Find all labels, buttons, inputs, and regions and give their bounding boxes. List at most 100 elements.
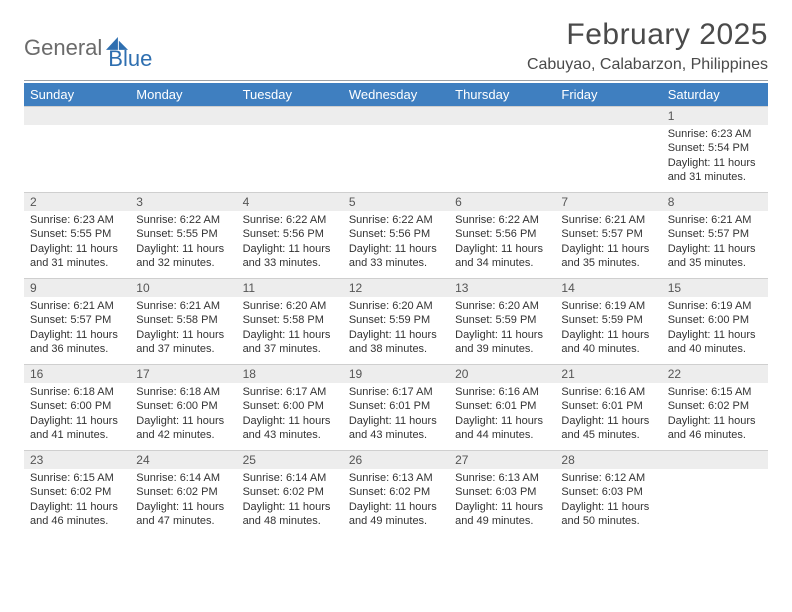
- calendar-day-cell: [449, 106, 555, 192]
- day-details: Sunrise: 6:21 AMSunset: 5:57 PMDaylight:…: [555, 211, 661, 274]
- day-number: 26: [343, 450, 449, 469]
- day-number: 16: [24, 364, 130, 383]
- day-detail-line: Daylight: 11 hours and 37 minutes.: [136, 328, 230, 357]
- day-details: Sunrise: 6:14 AMSunset: 6:02 PMDaylight:…: [130, 469, 236, 532]
- calendar-day-cell: 22Sunrise: 6:15 AMSunset: 6:02 PMDayligh…: [662, 364, 768, 450]
- day-number: 8: [662, 192, 768, 211]
- day-detail-line: Daylight: 11 hours and 33 minutes.: [349, 242, 443, 271]
- logo: General Blue: [24, 18, 152, 72]
- day-detail-line: Sunset: 5:56 PM: [349, 227, 443, 241]
- calendar-day-cell: 9Sunrise: 6:21 AMSunset: 5:57 PMDaylight…: [24, 278, 130, 364]
- day-number: 2: [24, 192, 130, 211]
- title-block: February 2025 Cabuyao, Calabarzon, Phili…: [527, 18, 768, 74]
- day-number: [662, 450, 768, 469]
- day-details: Sunrise: 6:21 AMSunset: 5:58 PMDaylight:…: [130, 297, 236, 360]
- day-number: [343, 106, 449, 125]
- day-number: 13: [449, 278, 555, 297]
- day-detail-line: Sunset: 5:56 PM: [455, 227, 549, 241]
- day-detail-line: Daylight: 11 hours and 33 minutes.: [243, 242, 337, 271]
- weekday-header: Wednesday: [343, 83, 449, 106]
- day-details: Sunrise: 6:17 AMSunset: 6:01 PMDaylight:…: [343, 383, 449, 446]
- day-details: Sunrise: 6:15 AMSunset: 6:02 PMDaylight:…: [24, 469, 130, 532]
- day-detail-line: Sunrise: 6:19 AM: [561, 299, 655, 313]
- day-details: Sunrise: 6:22 AMSunset: 5:56 PMDaylight:…: [343, 211, 449, 274]
- day-detail-line: Daylight: 11 hours and 41 minutes.: [30, 414, 124, 443]
- day-number: 10: [130, 278, 236, 297]
- day-detail-line: Sunrise: 6:14 AM: [243, 471, 337, 485]
- day-detail-line: Sunset: 5:55 PM: [30, 227, 124, 241]
- weekday-header: Tuesday: [237, 83, 343, 106]
- day-details: [555, 125, 661, 131]
- calendar-week-row: 16Sunrise: 6:18 AMSunset: 6:00 PMDayligh…: [24, 364, 768, 450]
- day-number: 1: [662, 106, 768, 125]
- day-number: 3: [130, 192, 236, 211]
- day-detail-line: Sunrise: 6:18 AM: [30, 385, 124, 399]
- calendar-table: Sunday Monday Tuesday Wednesday Thursday…: [24, 83, 768, 536]
- day-detail-line: Daylight: 11 hours and 46 minutes.: [668, 414, 762, 443]
- day-detail-line: Daylight: 11 hours and 42 minutes.: [136, 414, 230, 443]
- weekday-header: Saturday: [662, 83, 768, 106]
- calendar-day-cell: [662, 450, 768, 536]
- day-detail-line: Daylight: 11 hours and 40 minutes.: [561, 328, 655, 357]
- day-detail-line: Daylight: 11 hours and 36 minutes.: [30, 328, 124, 357]
- day-detail-line: Sunrise: 6:22 AM: [136, 213, 230, 227]
- day-details: Sunrise: 6:14 AMSunset: 6:02 PMDaylight:…: [237, 469, 343, 532]
- day-detail-line: Sunset: 6:02 PM: [668, 399, 762, 413]
- day-detail-line: Daylight: 11 hours and 34 minutes.: [455, 242, 549, 271]
- day-details: Sunrise: 6:16 AMSunset: 6:01 PMDaylight:…: [555, 383, 661, 446]
- day-number: 11: [237, 278, 343, 297]
- day-detail-line: Daylight: 11 hours and 49 minutes.: [349, 500, 443, 529]
- day-number: [24, 106, 130, 125]
- day-detail-line: Sunrise: 6:23 AM: [668, 127, 762, 141]
- day-detail-line: Sunrise: 6:20 AM: [349, 299, 443, 313]
- day-detail-line: Sunset: 6:00 PM: [243, 399, 337, 413]
- calendar-day-cell: 12 Sunrise: 6:20 AMSunset: 5:59 PMDayligh…: [343, 278, 449, 364]
- calendar-week-row: 2Sunrise: 6:23 AMSunset: 5:55 PMDaylight…: [24, 192, 768, 278]
- day-detail-line: Sunrise: 6:21 AM: [561, 213, 655, 227]
- weekday-header: Monday: [130, 83, 236, 106]
- day-details: Sunrise: 6:16 AMSunset: 6:01 PMDaylight:…: [449, 383, 555, 446]
- day-details: Sunrise: 6:20 AMSunset: 5:59 PMDaylight:…: [449, 297, 555, 360]
- day-details: [24, 125, 130, 131]
- day-number: 12: [343, 278, 449, 297]
- calendar-day-cell: 20Sunrise: 6:16 AMSunset: 6:01 PMDayligh…: [449, 364, 555, 450]
- day-detail-line: Daylight: 11 hours and 50 minutes.: [561, 500, 655, 529]
- calendar-day-cell: 2Sunrise: 6:23 AMSunset: 5:55 PMDaylight…: [24, 192, 130, 278]
- day-detail-line: Sunset: 5:59 PM: [561, 313, 655, 327]
- day-detail-line: Sunset: 5:58 PM: [243, 313, 337, 327]
- day-detail-line: Daylight: 11 hours and 46 minutes.: [30, 500, 124, 529]
- calendar-day-cell: 19Sunrise: 6:17 AMSunset: 6:01 PMDayligh…: [343, 364, 449, 450]
- day-detail-line: Sunset: 5:59 PM: [349, 313, 443, 327]
- day-detail-line: Daylight: 11 hours and 38 minutes.: [349, 328, 443, 357]
- day-detail-line: Sunset: 6:02 PM: [30, 485, 124, 499]
- day-number: 5: [343, 192, 449, 211]
- day-detail-line: Daylight: 11 hours and 47 minutes.: [136, 500, 230, 529]
- weekday-header: Thursday: [449, 83, 555, 106]
- day-detail-line: Sunset: 6:01 PM: [349, 399, 443, 413]
- calendar-day-cell: 10Sunrise: 6:21 AMSunset: 5:58 PMDayligh…: [130, 278, 236, 364]
- day-number: 21: [555, 364, 661, 383]
- day-detail-line: Sunrise: 6:16 AM: [455, 385, 549, 399]
- day-detail-line: Daylight: 11 hours and 43 minutes.: [243, 414, 337, 443]
- day-details: Sunrise: 6:15 AMSunset: 6:02 PMDaylight:…: [662, 383, 768, 446]
- day-detail-line: Sunset: 6:03 PM: [455, 485, 549, 499]
- month-title: February 2025: [527, 18, 768, 52]
- calendar-day-cell: 23Sunrise: 6:15 AMSunset: 6:02 PMDayligh…: [24, 450, 130, 536]
- day-number: 24: [130, 450, 236, 469]
- day-detail-line: Sunrise: 6:18 AM: [136, 385, 230, 399]
- calendar-day-cell: 18Sunrise: 6:17 AMSunset: 6:00 PMDayligh…: [237, 364, 343, 450]
- header: General Blue February 2025 Cabuyao, Cala…: [24, 18, 768, 74]
- calendar-day-cell: 1Sunrise: 6:23 AMSunset: 5:54 PMDaylight…: [662, 106, 768, 192]
- day-number: 14: [555, 278, 661, 297]
- calendar-week-row: 1Sunrise: 6:23 AMSunset: 5:54 PMDaylight…: [24, 106, 768, 192]
- day-detail-line: Sunrise: 6:21 AM: [668, 213, 762, 227]
- day-number: 6: [449, 192, 555, 211]
- calendar-week-row: 23Sunrise: 6:15 AMSunset: 6:02 PMDayligh…: [24, 450, 768, 536]
- calendar-day-cell: 24Sunrise: 6:14 AMSunset: 6:02 PMDayligh…: [130, 450, 236, 536]
- day-detail-line: Sunrise: 6:17 AM: [349, 385, 443, 399]
- day-details: Sunrise: 6:13 AMSunset: 6:02 PMDaylight:…: [343, 469, 449, 532]
- day-details: Sunrise: 6:23 AMSunset: 5:54 PMDaylight:…: [662, 125, 768, 188]
- day-details: Sunrise: 6:22 AMSunset: 5:56 PMDaylight:…: [449, 211, 555, 274]
- calendar-day-cell: 26Sunrise: 6:13 AMSunset: 6:02 PMDayligh…: [343, 450, 449, 536]
- calendar-day-cell: [24, 106, 130, 192]
